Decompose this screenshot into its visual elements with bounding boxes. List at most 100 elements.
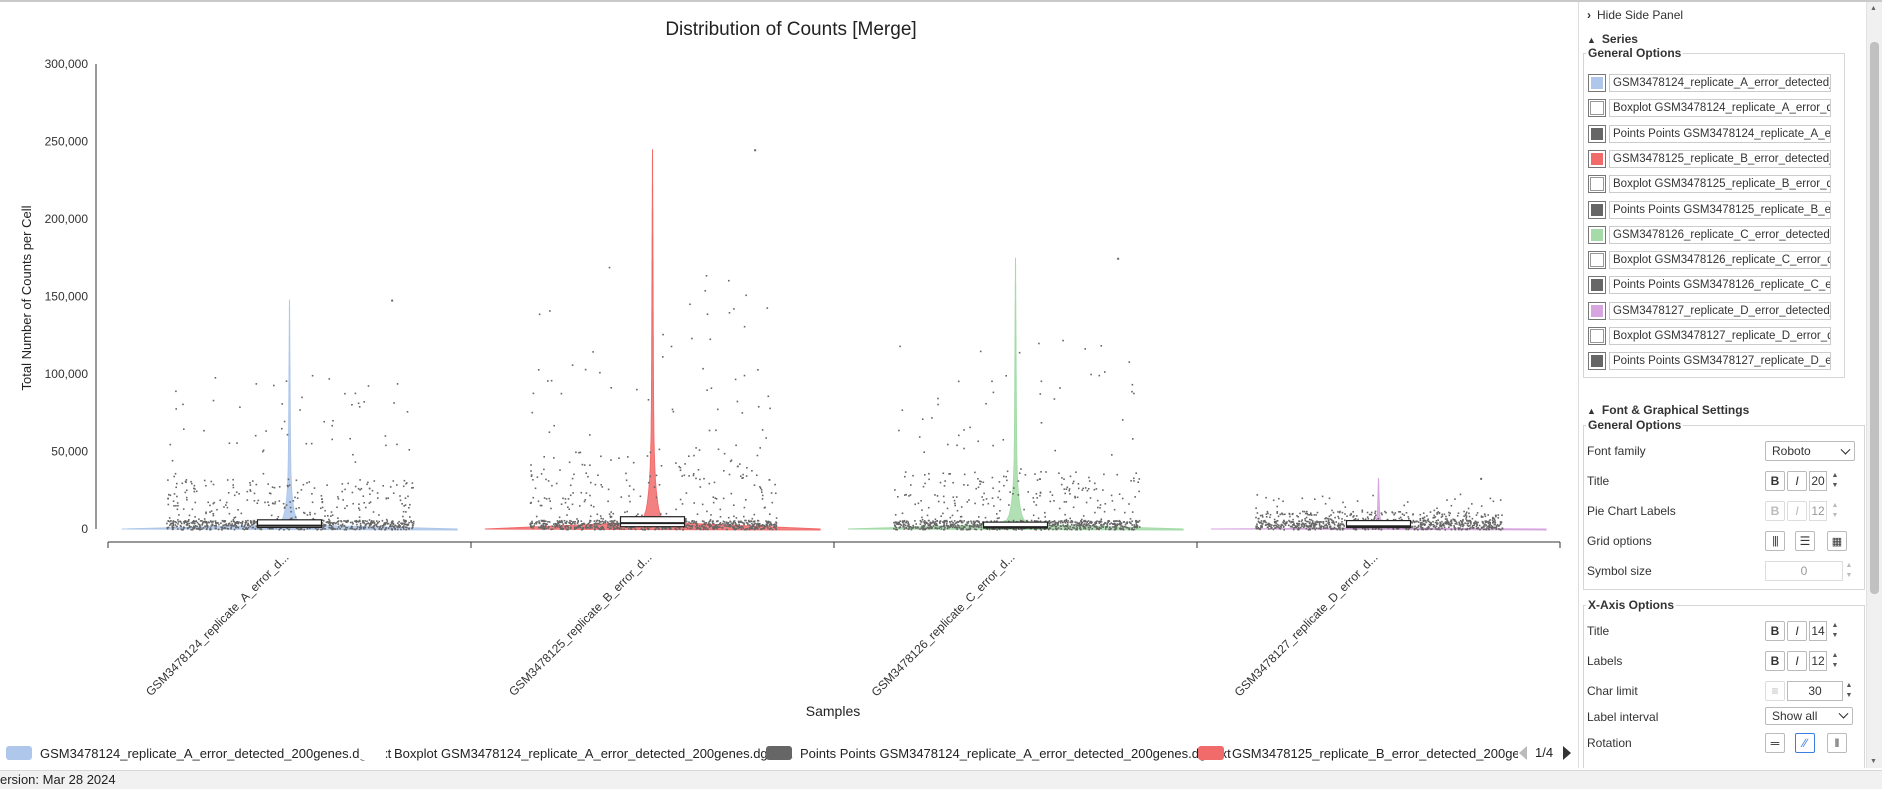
series-name-input[interactable]: GSM3478124_replicate_A_error_detected_20… xyxy=(1609,74,1831,92)
x-title-italic-button[interactable]: I xyxy=(1787,621,1807,641)
pie-bold-button[interactable]: B xyxy=(1765,501,1785,521)
scroll-thumb[interactable] xyxy=(1870,42,1879,594)
series-name-input[interactable]: Boxplot GSM3478127_replicate_D_error_det… xyxy=(1609,327,1831,345)
boxplot-box[interactable] xyxy=(619,516,686,528)
legend-item[interactable]: Boxplot GSM3478124_replicate_A_error_det… xyxy=(360,744,792,762)
data-point xyxy=(1136,527,1138,529)
data-point xyxy=(1399,511,1402,513)
data-point xyxy=(612,512,615,515)
pie-size-spinner[interactable]: ▲ ▼ xyxy=(1831,502,1839,519)
rotation-diagonal-button[interactable]: ∕∕ xyxy=(1795,733,1815,753)
x-labels-size-spinner[interactable]: ▲ ▼ xyxy=(1831,652,1839,669)
series-name-input[interactable]: Points Points GSM3478126_replicate_C_err… xyxy=(1609,276,1831,295)
series-color-swatch[interactable] xyxy=(1588,149,1606,168)
violin-shape[interactable] xyxy=(121,299,458,531)
series-name-input[interactable]: Boxplot GSM3478124_replicate_A_error_det… xyxy=(1609,99,1831,118)
pie-size-input[interactable]: 12 xyxy=(1809,501,1827,521)
data-point xyxy=(1054,527,1057,530)
series-name-input[interactable]: Points Points GSM3478127_replicate_D_err… xyxy=(1609,352,1831,371)
series-name-input[interactable]: GSM3478125_replicate_B_error_detected_20… xyxy=(1609,149,1831,168)
data-point xyxy=(1107,521,1109,524)
title-bold-button[interactable]: B xyxy=(1765,471,1785,491)
scroll-up-icon[interactable]: ▲ xyxy=(1870,5,1877,12)
data-point xyxy=(231,524,234,527)
rotation-horizontal-button[interactable]: ═ xyxy=(1765,733,1785,753)
series-color-swatch[interactable] xyxy=(1588,276,1606,295)
x-labels-italic-button[interactable]: I xyxy=(1787,651,1807,671)
hide-side-panel-link[interactable]: › Hide Side Panel xyxy=(1587,8,1683,22)
series-name-input[interactable]: GSM3478126_replicate_C_error_detected_20… xyxy=(1609,225,1831,244)
grid-vertical-button[interactable]: ||| xyxy=(1765,531,1785,551)
data-point xyxy=(276,518,279,520)
pie-italic-button[interactable]: I xyxy=(1787,501,1807,521)
data-point xyxy=(403,479,406,482)
data-point xyxy=(1135,472,1137,474)
data-point xyxy=(1076,527,1078,529)
data-point xyxy=(249,482,251,484)
data-point xyxy=(998,517,1000,519)
series-color-swatch[interactable] xyxy=(1588,175,1606,194)
symbol-size-spinner[interactable]: ▲ ▼ xyxy=(1845,562,1853,579)
series-name-input[interactable]: Boxplot GSM3478126_replicate_C_error_det… xyxy=(1609,251,1831,270)
data-point xyxy=(1272,528,1275,531)
char-limit-input[interactable]: 30 xyxy=(1787,681,1843,701)
data-point xyxy=(604,521,607,524)
data-point xyxy=(966,528,968,531)
series-name-input[interactable]: GSM3478127_replicate_D_error_detected_20… xyxy=(1609,301,1831,320)
series-name-input[interactable]: Points Points GSM3478124_replicate_A_err… xyxy=(1609,124,1831,143)
series-name-input[interactable]: Boxplot GSM3478125_replicate_B_error_det… xyxy=(1609,175,1831,194)
label-interval-select[interactable]: Show all xyxy=(1765,707,1853,725)
data-point xyxy=(378,520,380,523)
grid-both-button[interactable]: ▦ xyxy=(1827,531,1847,551)
boxplot-box[interactable] xyxy=(1345,519,1412,529)
data-point xyxy=(717,408,719,411)
rotation-vertical-button[interactable]: ‖ xyxy=(1827,733,1847,753)
side-panel-scrollbar[interactable]: ▲ ▼ xyxy=(1866,2,1882,768)
series-color-swatch[interactable] xyxy=(1588,327,1606,345)
char-limit-toggle[interactable]: ≡ xyxy=(1765,681,1785,701)
x-labels-bold-button[interactable]: B xyxy=(1765,651,1785,671)
data-point xyxy=(404,519,407,522)
series-name-input[interactable]: Points Points GSM3478125_replicate_B_err… xyxy=(1609,200,1831,219)
series-color-swatch[interactable] xyxy=(1588,99,1606,118)
char-limit-spinner[interactable]: ▲ ▼ xyxy=(1845,682,1853,699)
series-color-swatch[interactable] xyxy=(1588,225,1606,244)
title-italic-button[interactable]: I xyxy=(1787,471,1807,491)
series-color-swatch[interactable] xyxy=(1588,200,1606,219)
grid-horizontal-button[interactable]: ☰ xyxy=(1795,531,1815,551)
scroll-down-icon[interactable]: ▼ xyxy=(1870,758,1877,765)
data-point xyxy=(1126,521,1129,523)
title-size-input[interactable]: 20 xyxy=(1809,471,1827,491)
data-point xyxy=(929,523,932,525)
legend-item[interactable]: GSM3478124_replicate_A_error_detected_20… xyxy=(6,744,391,762)
series-color-swatch[interactable] xyxy=(1588,124,1606,143)
title-size-spinner[interactable]: ▲ ▼ xyxy=(1831,472,1839,489)
symbol-size-input[interactable]: 0 xyxy=(1765,561,1843,581)
data-point xyxy=(977,525,979,528)
data-point xyxy=(306,527,309,530)
legend-next-icon[interactable] xyxy=(1563,745,1572,760)
violin-shape[interactable] xyxy=(847,257,1184,531)
data-point xyxy=(1064,492,1066,495)
data-point xyxy=(922,528,924,531)
font-settings-header[interactable]: ▲ Font & Graphical Settings xyxy=(1587,403,1749,417)
x-title-size-spinner[interactable]: ▲ ▼ xyxy=(1831,622,1839,639)
x-labels-size-input[interactable]: 12 xyxy=(1809,651,1827,671)
series-section-header[interactable]: ▲ Series xyxy=(1587,32,1638,46)
violin-shape[interactable] xyxy=(484,149,821,531)
violin-shape[interactable] xyxy=(1210,477,1547,531)
font-family-select[interactable]: Roboto xyxy=(1765,441,1855,461)
x-title-bold-button[interactable]: B xyxy=(1765,621,1785,641)
series-color-swatch[interactable] xyxy=(1588,301,1606,320)
legend-item[interactable]: Points Points GSM3478124_replicate_A_err… xyxy=(766,744,1231,762)
series-color-swatch[interactable] xyxy=(1588,352,1606,371)
series-color-swatch[interactable] xyxy=(1588,74,1606,92)
boxplot-box[interactable] xyxy=(256,519,323,529)
data-point xyxy=(398,525,401,527)
legend-prev-icon[interactable] xyxy=(1519,745,1527,760)
series-color-swatch[interactable] xyxy=(1588,251,1606,270)
x-title-size-input[interactable]: 14 xyxy=(1809,621,1827,641)
data-point xyxy=(1128,361,1131,363)
legend-item[interactable]: GSM3478125_replicate_B_error_detected_20… xyxy=(1198,744,1518,762)
data-point xyxy=(686,527,689,529)
